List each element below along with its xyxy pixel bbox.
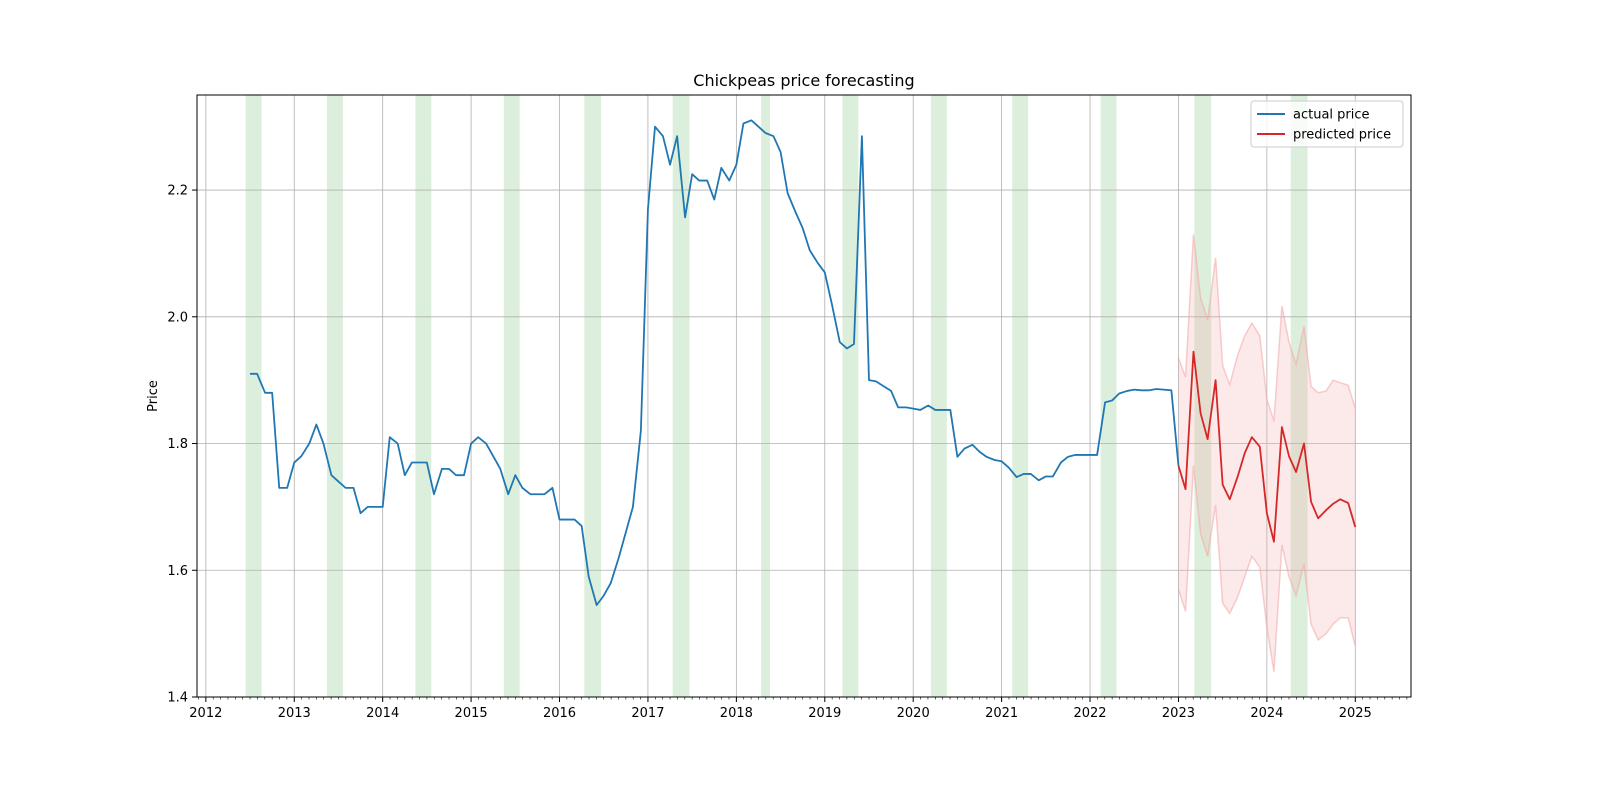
x-tick-label: 2022	[1073, 706, 1106, 721]
y-axis-ticks: 1.4 1.6 1.8 2.0 2.2	[167, 184, 197, 706]
x-tick-label: 2013	[278, 706, 311, 721]
x-tick-label: 2019	[808, 706, 841, 721]
x-tick-label: 2023	[1162, 706, 1195, 721]
legend-label-actual: actual price	[1293, 108, 1370, 123]
series-lines	[250, 119, 1357, 607]
x-axis-ticks: 2012 2013 2014 2015 2016 2017 2018 2019 2020 2021…	[189, 697, 1408, 721]
y-tick-label: 2.2	[167, 184, 188, 199]
y-tick-label: 1.4	[167, 691, 188, 706]
confidence-band-area	[1178, 234, 1356, 672]
actual-price-line	[250, 119, 1180, 607]
confidence-lower-line	[1177, 465, 1357, 672]
legend: actual price predicted price	[1250, 100, 1404, 148]
x-tick-label: 2015	[455, 706, 488, 721]
highlight-span	[930, 95, 947, 697]
highlight-spans	[245, 95, 1308, 697]
highlight-span	[326, 95, 343, 697]
x-tick-label: 2020	[897, 706, 930, 721]
plot-frame	[196, 94, 1412, 698]
highlight-span	[415, 95, 432, 697]
x-tick-label: 2012	[189, 706, 222, 721]
highlight-span	[1012, 95, 1029, 697]
highlight-span	[503, 95, 520, 697]
highlight-span	[672, 95, 690, 697]
x-tick-label: 2018	[720, 706, 753, 721]
predicted-price-line	[1177, 350, 1357, 543]
x-tick-label: 2017	[631, 706, 664, 721]
x-tick-label: 2014	[366, 706, 399, 721]
highlight-span	[584, 95, 602, 697]
highlight-span	[1290, 95, 1308, 697]
y-axis-label: Price	[146, 380, 161, 412]
x-tick-label: 2024	[1250, 706, 1283, 721]
highlight-span	[1194, 95, 1212, 697]
y-tick-label: 1.6	[167, 564, 188, 579]
confidence-band	[1177, 234, 1357, 672]
legend-label-predicted: predicted price	[1293, 128, 1391, 143]
legend-box	[1250, 100, 1404, 148]
highlight-span	[842, 95, 859, 697]
highlight-span	[1100, 95, 1117, 697]
chart-title: Chickpeas price forecasting	[693, 71, 914, 90]
highlight-span	[761, 95, 770, 697]
highlight-span	[245, 95, 262, 697]
x-tick-label: 2021	[985, 706, 1018, 721]
confidence-upper-line	[1177, 234, 1357, 422]
x-tick-label: 2025	[1339, 706, 1372, 721]
y-tick-label: 2.0	[167, 310, 188, 325]
x-tick-label: 2016	[543, 706, 576, 721]
y-tick-label: 1.8	[167, 437, 188, 452]
